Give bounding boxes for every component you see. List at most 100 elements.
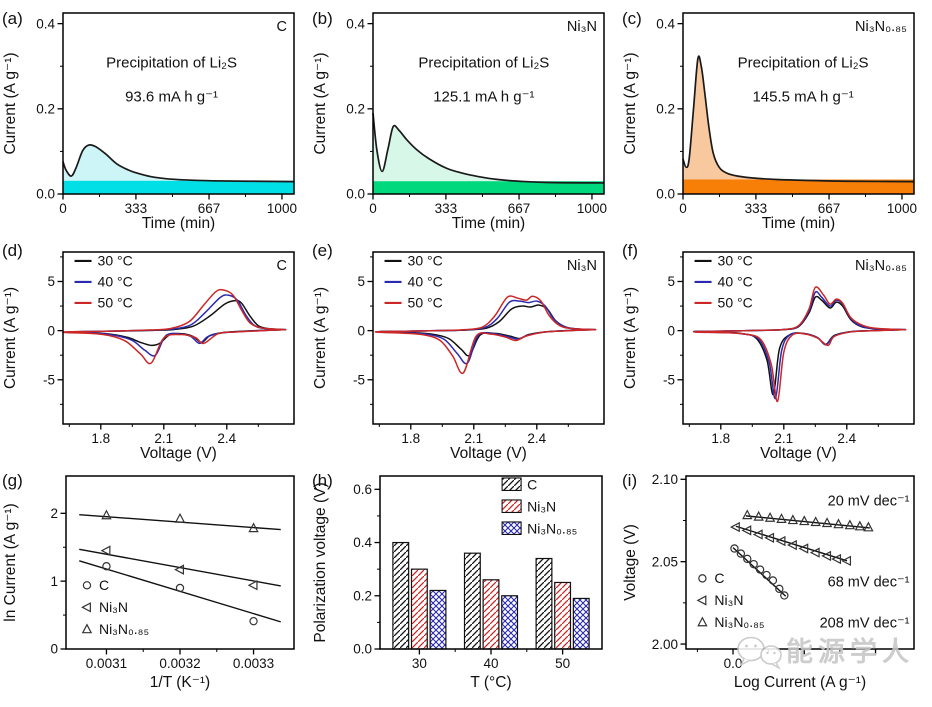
chart-g: 0.0031 0.0032 0.0033 0 1 2 1/T (K⁻¹) ln Current… [2, 471, 295, 691]
marker-tri-left [775, 535, 786, 547]
axis-x-label: Voltage (V) [760, 445, 837, 462]
panel-g: 0.0031 0.0032 0.0033 0 1 2 1/T (K⁻¹) ln Current… [0, 462, 310, 707]
marker-tri-up [854, 520, 866, 531]
legend-hatch-swatch [501, 499, 522, 514]
plot-frame [62, 251, 295, 425]
marker-tri-up [810, 516, 821, 527]
legend-label: C [714, 570, 724, 586]
x-tick-label: 667 [818, 201, 841, 216]
chart-c: 0 333 667 1000 0.0 0.2 0.4 Time (min) Current (A… [622, 9, 917, 232]
marker-tri-up [753, 510, 764, 521]
marker-tri-up [174, 512, 186, 523]
plot-frame [379, 475, 603, 650]
baseline-strip [683, 179, 914, 194]
bar [572, 597, 590, 650]
corner-label: C [277, 19, 287, 35]
legend-label: 50 °C [718, 294, 753, 310]
legend-label: Ni₃N₀.₈₅ [527, 520, 577, 536]
x-tick-label: 333 [745, 201, 768, 216]
y-tick-label: -5 [353, 372, 365, 387]
marker-circle [743, 554, 752, 564]
plot-frame [62, 12, 295, 195]
legend-label: C [527, 476, 537, 492]
marker-tri-up [821, 517, 833, 528]
bar [463, 552, 481, 650]
panel-letter: (h) [312, 471, 333, 490]
marker-tri-up [799, 515, 810, 526]
chart-d: 1.8 2.1 2.4 -5 0 5 Voltage (V) Current (A g⁻¹) (… [2, 241, 295, 462]
panel-e: 1.8 2.1 2.4 -5 0 5 Voltage (V) Current (A g⁻¹) (… [310, 232, 620, 462]
legend-label: 40 °C [98, 273, 133, 289]
watermark: 能源学人 [734, 632, 914, 672]
axis-y-label: Current (A g⁻¹) [2, 52, 19, 154]
y-tick-label: 1 [50, 574, 58, 589]
marker-circle [730, 544, 739, 553]
legend-label: 50 °C [408, 294, 443, 310]
marker-circle [102, 562, 111, 571]
legend-label: Ni₃N₀.₈₅ [714, 614, 764, 630]
annotation: 20 mV dec⁻¹ [828, 493, 910, 509]
y-tick-label: 0.6 [353, 482, 372, 497]
x-tick-label: 2.4 [217, 431, 236, 446]
legend-label: C [99, 577, 109, 593]
panel-letter: (e) [312, 241, 333, 260]
watermark-text: 能源学人 [786, 636, 914, 668]
marker-tri-up [844, 519, 856, 530]
legend-label: Ni₃N [527, 498, 556, 514]
axis-y-label: Current (A g⁻¹) [2, 287, 19, 389]
axis-x-label: Voltage (V) [140, 445, 217, 462]
marker-tri-up [833, 518, 844, 529]
annotation: 68 mV dec⁻¹ [828, 575, 910, 591]
y-tick-label: 0 [47, 323, 55, 338]
x-tick-label: 1.8 [91, 431, 110, 446]
legend-label: 30 °C [408, 252, 443, 268]
corner-label: Ni₃N₀.₈₅ [855, 19, 907, 35]
y-tick-label: 0.4 [36, 16, 55, 31]
marker-tri-left [841, 555, 852, 567]
panel-f: 1.8 2.1 2.4 -5 0 5 Voltage (V) Current (A g⁻¹) (… [620, 232, 932, 462]
y-tick-label: 0 [667, 323, 675, 338]
y-tick-label: 0.2 [36, 102, 55, 117]
axis-x-label: Time (min) [762, 215, 835, 232]
x-tick-label: 30 [412, 656, 427, 671]
legend-label: Ni₃N [99, 599, 128, 615]
current-curve [682, 55, 915, 183]
x-tick-label: 2.1 [774, 431, 793, 446]
legend-label: 30 °C [718, 252, 753, 268]
y-tick-label: 2 [50, 506, 58, 521]
marker-tri-left [81, 602, 91, 613]
marker-tri-left [798, 543, 809, 554]
x-tick-label: 50 [555, 656, 570, 671]
marker-tri-left [696, 595, 707, 606]
axis-y-label: Current (A g⁻¹) [622, 52, 639, 154]
axis-x-label: Log Current (A g⁻¹) [734, 674, 866, 691]
marker-circle [698, 574, 707, 583]
x-tick-label: 0 [59, 201, 67, 216]
chat-bubbles-icon [737, 636, 782, 670]
y-tick-label: 0 [50, 642, 58, 657]
x-tick-label: 0.0031 [86, 656, 127, 671]
corner-label: Ni₃N [567, 258, 597, 274]
axis-y-label: Current (A g⁻¹) [312, 287, 329, 389]
panel-letter: (f) [622, 241, 638, 260]
annotation: Precipitation of Li₂S [106, 54, 237, 71]
annotation: Precipitation of Li₂S [418, 54, 549, 71]
annotation: 145.5 mA h g⁻¹ [752, 89, 853, 106]
fit-line [745, 515, 870, 529]
marker-circle [175, 583, 185, 593]
y-tick-label: -5 [663, 372, 675, 387]
bar [482, 579, 500, 650]
bar [410, 568, 428, 650]
fit-line [732, 547, 787, 597]
axis-x-label: 1/T (K⁻¹) [150, 674, 210, 691]
annotation: Precipitation of Li₂S [738, 54, 869, 71]
marker-tri-left [764, 532, 775, 543]
marker-tri-up [787, 514, 799, 525]
marker-tri-up [697, 616, 708, 627]
y-tick-label: 0.0 [36, 187, 55, 202]
x-tick-label: 667 [198, 201, 221, 216]
cv-curve [62, 288, 287, 365]
marker-circle [768, 576, 778, 585]
annotation: 93.6 mA h g⁻¹ [125, 89, 218, 106]
